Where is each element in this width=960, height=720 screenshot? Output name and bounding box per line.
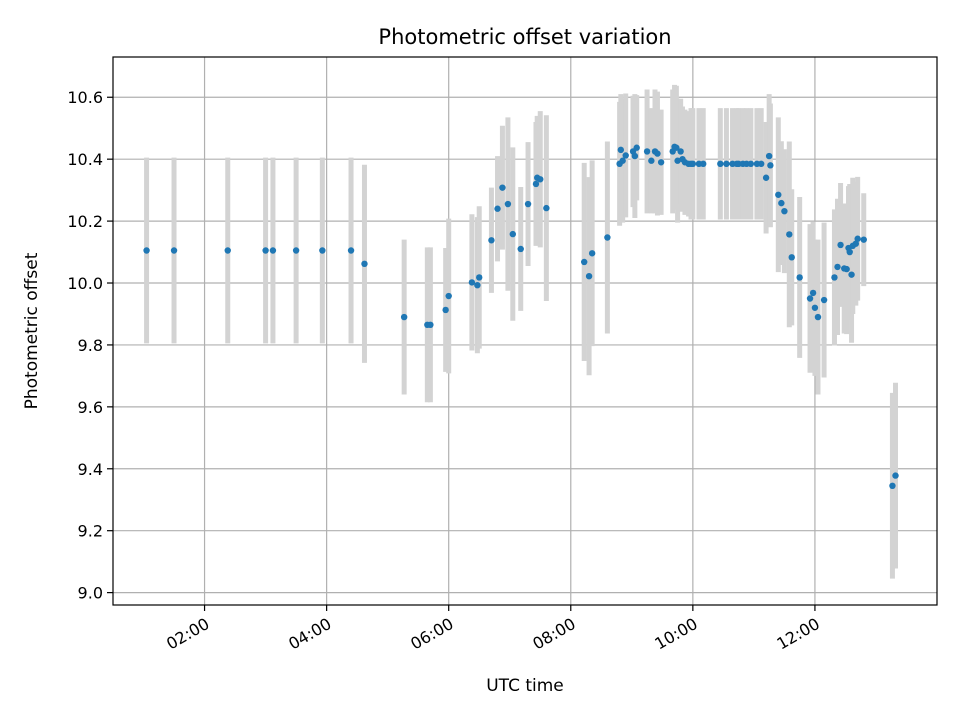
data-point (319, 247, 326, 254)
data-point (499, 184, 506, 191)
y-tick-label: 9.8 (78, 336, 103, 355)
data-point (811, 304, 819, 311)
data-point (892, 472, 899, 479)
data-point (775, 191, 782, 198)
data-point (509, 230, 516, 238)
data-point (848, 271, 855, 278)
data-point (657, 159, 665, 166)
y-tick-label: 10.6 (67, 88, 103, 107)
data-point (442, 306, 449, 314)
data-point (762, 174, 770, 181)
y-tick-label: 9.2 (78, 522, 103, 541)
data-point (831, 274, 838, 281)
data-point (262, 247, 269, 254)
data-point (654, 150, 661, 157)
data-point (269, 247, 277, 254)
data-point (476, 274, 483, 281)
data-point (622, 152, 629, 159)
data-point (581, 258, 588, 266)
data-point (543, 204, 550, 212)
data-point (494, 205, 501, 212)
data-point (846, 248, 853, 256)
x-axis-label: UTC time (486, 676, 564, 696)
data-point (765, 152, 773, 160)
data-point (524, 200, 532, 208)
x-tick-label: 04:00 (285, 614, 334, 654)
data-point (677, 148, 684, 155)
data-point (585, 273, 593, 280)
data-point (747, 160, 755, 168)
data-point (860, 236, 867, 243)
x-axis: 02:00 04:00 06:00 08:00 10:00 12:00 (163, 605, 823, 654)
x-tick-label: 12:00 (773, 614, 822, 654)
x-tick-label: 06:00 (407, 614, 456, 654)
data-point (796, 274, 803, 281)
chart-title: Photometric offset variation (378, 25, 671, 49)
y-tick-label: 10.4 (67, 150, 103, 169)
data-point (170, 247, 178, 254)
data-point (361, 260, 368, 268)
data-point (723, 160, 730, 168)
x-tick-label: 02:00 (163, 614, 212, 654)
y-axis-label: Photometric offset (22, 252, 42, 409)
data-point (820, 296, 828, 304)
data-point (617, 146, 625, 154)
data-point (837, 241, 844, 249)
data-point (400, 313, 408, 321)
data-point (700, 160, 707, 168)
y-tick-label: 9.0 (78, 584, 103, 603)
data-point (781, 207, 788, 215)
y-tick-label: 10.0 (67, 274, 103, 293)
data-point (445, 292, 452, 300)
data-point (854, 235, 861, 242)
data-point (532, 180, 540, 188)
data-point (852, 240, 860, 247)
data-point (633, 144, 640, 151)
data-point (468, 279, 476, 286)
data-points (143, 143, 899, 490)
data-point (347, 247, 355, 254)
data-point (788, 254, 795, 261)
data-point (427, 321, 434, 329)
plot-frame (112, 56, 938, 606)
data-point (767, 162, 774, 169)
data-point (674, 157, 681, 164)
data-point (504, 200, 512, 208)
data-point (488, 237, 495, 244)
y-tick-label: 9.6 (78, 398, 103, 417)
data-point (806, 295, 814, 302)
data-point (778, 199, 785, 207)
data-point (786, 231, 793, 238)
y-axis: 9.0 9.2 9.4 9.6 9.8 10.0 10.2 10.4 10.6 (67, 88, 113, 603)
data-point (814, 313, 822, 321)
data-point (517, 245, 524, 253)
y-tick-label: 10.2 (67, 212, 103, 231)
data-point (588, 250, 596, 257)
data-point (604, 234, 611, 241)
data-point (673, 144, 680, 151)
data-point (474, 281, 481, 289)
data-point (809, 289, 817, 297)
y-tick-label: 9.4 (78, 460, 103, 479)
x-tick-label: 08:00 (529, 614, 578, 654)
data-point (619, 157, 626, 164)
data-point (537, 176, 544, 183)
x-tick-label: 10:00 (651, 614, 700, 654)
data-point (631, 152, 639, 160)
data-point (834, 263, 841, 271)
data-point (643, 148, 651, 155)
data-point (889, 482, 896, 490)
data-point (143, 247, 150, 254)
data-point (648, 157, 655, 164)
data-point (717, 160, 724, 168)
data-point (843, 265, 850, 273)
data-point (292, 247, 300, 254)
data-point (758, 160, 765, 168)
data-point (689, 160, 697, 168)
data-point (224, 247, 231, 254)
